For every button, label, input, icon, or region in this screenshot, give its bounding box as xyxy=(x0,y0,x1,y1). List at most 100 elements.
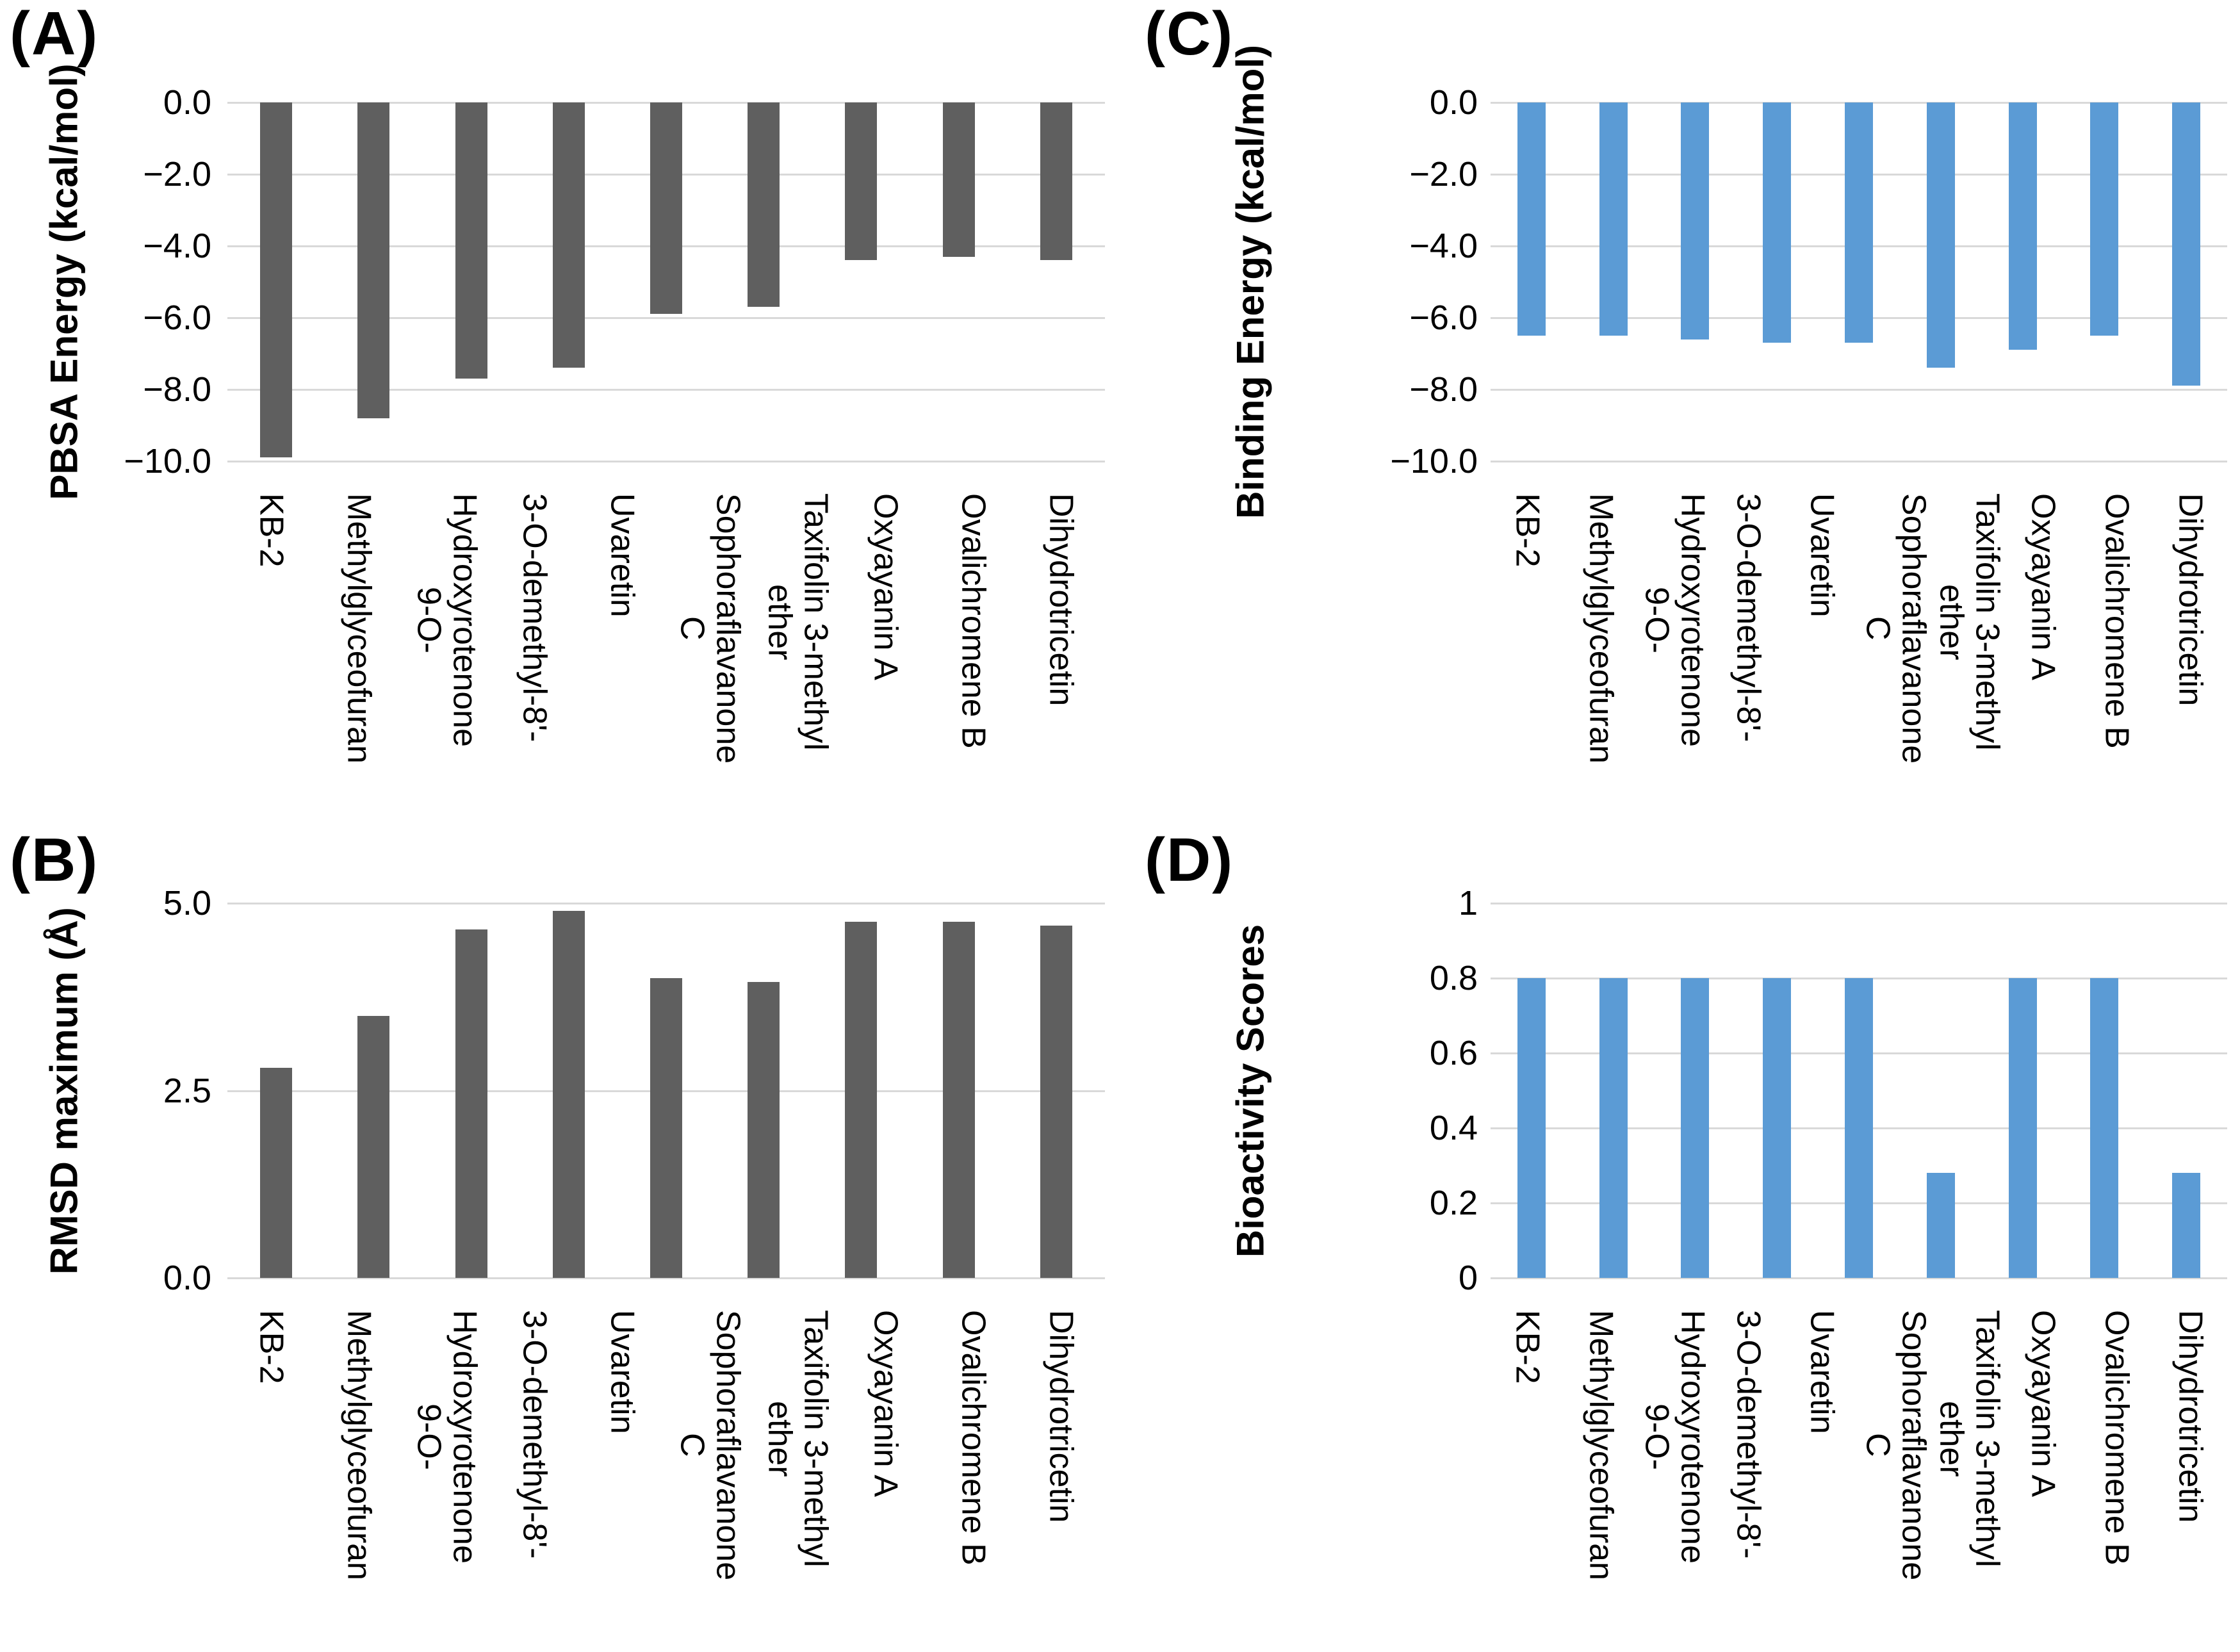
category-label: Oxyayanin A xyxy=(867,493,904,680)
category-label: Sophoraflavanone C xyxy=(673,1310,747,1581)
category-label: KB-2 xyxy=(1508,493,1546,568)
bar xyxy=(455,929,487,1278)
panel-a-y-axis-title: PBSA Energy (kcal/mol) xyxy=(42,63,86,500)
y-tick-label: 0.8 xyxy=(1429,959,1478,997)
y-tick-label: −6.0 xyxy=(143,299,211,337)
category-label: KB-2 xyxy=(1508,1310,1546,1384)
y-tick-label: 1 xyxy=(1458,884,1478,922)
category-label: KB-2 xyxy=(252,1310,290,1384)
y-tick-label: −4.0 xyxy=(1409,227,1478,265)
bar xyxy=(1517,978,1546,1278)
category-label: Sophoraflavanone C xyxy=(1859,1310,1933,1581)
bar xyxy=(942,922,975,1278)
bar xyxy=(845,922,878,1278)
category-label: Taxifolin 3-methyl ether xyxy=(761,1310,835,1567)
y-tick-label: 2.5 xyxy=(163,1071,211,1110)
category-label: Hydroxyrotenone 9-O- xyxy=(1638,1310,1712,1564)
y-tick-label: 0.0 xyxy=(1429,83,1478,122)
bar xyxy=(1599,102,1628,336)
category-label: Uvaretin xyxy=(603,1310,641,1434)
category-label: Oxyayanin A xyxy=(867,1310,904,1497)
category-label: Oxyayanin A xyxy=(2024,493,2062,680)
gridline xyxy=(227,903,1105,904)
category-label: Ovalichromene B xyxy=(954,493,992,749)
bar xyxy=(357,102,390,418)
bar xyxy=(552,910,585,1278)
bar xyxy=(748,981,780,1278)
bar xyxy=(2172,102,2201,386)
y-tick-label: 5.0 xyxy=(163,884,211,922)
y-tick-label: −2.0 xyxy=(143,155,211,193)
bar xyxy=(552,102,585,368)
y-tick-label: 0.6 xyxy=(1429,1034,1478,1072)
y-tick-label: −8.0 xyxy=(143,370,211,409)
bar xyxy=(357,1015,390,1278)
category-label: Ovalichromene B xyxy=(2098,493,2136,749)
bar xyxy=(1681,978,1710,1278)
category-label: Taxifolin 3-methyl ether xyxy=(1933,1310,2006,1567)
bar xyxy=(1926,1173,1955,1278)
bar xyxy=(748,102,780,307)
bar xyxy=(2008,102,2037,350)
category-label: Dihydrotricetin xyxy=(1042,1310,1080,1523)
bar xyxy=(1517,102,1546,336)
bar xyxy=(1763,102,1792,343)
bar xyxy=(1926,102,1955,368)
panel-c-binding-energy-chart: (C) Binding Energy (kcal/mol) 0.0 −2.0 −4.… xyxy=(1119,0,2240,826)
category-label: Hydroxyrotenone 9-O- xyxy=(410,493,484,747)
category-label: Ovalichromene B xyxy=(954,1310,992,1566)
bar xyxy=(2090,978,2119,1278)
panel-b-rmsd-chart: (B) RMSD maximum (Å) 5.0 2.5 0.0 KB-2 Methy… xyxy=(0,826,1121,1652)
category-label: KB-2 xyxy=(252,493,290,568)
bar xyxy=(455,102,487,379)
bar xyxy=(1599,978,1628,1278)
y-tick-label: 0.4 xyxy=(1429,1109,1478,1147)
y-tick-label: −2.0 xyxy=(1409,155,1478,193)
bar xyxy=(260,1068,293,1278)
bar xyxy=(2172,1173,2201,1278)
gridline xyxy=(1491,903,2227,904)
y-tick-label: 0.2 xyxy=(1429,1184,1478,1222)
panel-c-corner-label: (C) xyxy=(1145,0,1234,68)
bar xyxy=(845,102,878,261)
bar xyxy=(1845,978,1873,1278)
bar xyxy=(1040,926,1072,1278)
category-label: 3-O-demethyl-8'- xyxy=(1729,1310,1767,1559)
category-label: Methylglyceofuran xyxy=(340,493,378,764)
category-label: Sophoraflavanone C xyxy=(673,493,747,764)
panel-b-corner-label: (B) xyxy=(10,826,99,894)
y-tick-label: −4.0 xyxy=(143,227,211,265)
bar xyxy=(260,102,293,458)
gridline xyxy=(227,389,1105,391)
category-label: Uvaretin xyxy=(1803,1310,1841,1434)
panel-a-corner-label: (A) xyxy=(10,0,99,68)
y-tick-label: −8.0 xyxy=(1409,370,1478,409)
category-label: Methylglyceofuran xyxy=(1582,493,1620,764)
panel-d-corner-label: (D) xyxy=(1145,826,1234,894)
category-label: 3-O-demethyl-8'- xyxy=(516,493,553,742)
category-label: Dihydrotricetin xyxy=(1042,493,1080,707)
bar xyxy=(2008,978,2037,1278)
category-label: Uvaretin xyxy=(1803,493,1841,617)
bar xyxy=(1763,978,1792,1278)
category-label: Hydroxyrotenone 9-O- xyxy=(410,1310,484,1564)
category-label: Uvaretin xyxy=(603,493,641,617)
panel-a-pbsa-energy-chart: (A) PBSA Energy (kcal/mol) 0.0 −2.0 −4.0 −6… xyxy=(0,0,1121,826)
category-label: Dihydrotricetin xyxy=(2171,1310,2209,1523)
gridline xyxy=(1491,1277,2227,1279)
y-tick-label: −10.0 xyxy=(124,442,211,480)
category-label: Dihydrotricetin xyxy=(2171,493,2209,707)
y-tick-label: 0.0 xyxy=(163,1259,211,1297)
bar xyxy=(2090,102,2119,336)
y-tick-label: −10.0 xyxy=(1390,442,1478,480)
gridline xyxy=(227,317,1105,319)
category-label: Ovalichromene B xyxy=(2098,1310,2136,1566)
category-label: Taxifolin 3-methyl ether xyxy=(761,493,835,751)
y-tick-label: −6.0 xyxy=(1409,299,1478,337)
gridline xyxy=(1491,389,2227,391)
bar xyxy=(1845,102,1873,343)
category-label: Hydroxyrotenone 9-O- xyxy=(1638,493,1712,747)
category-label: Methylglyceofuran xyxy=(340,1310,378,1580)
bar xyxy=(1681,102,1710,339)
